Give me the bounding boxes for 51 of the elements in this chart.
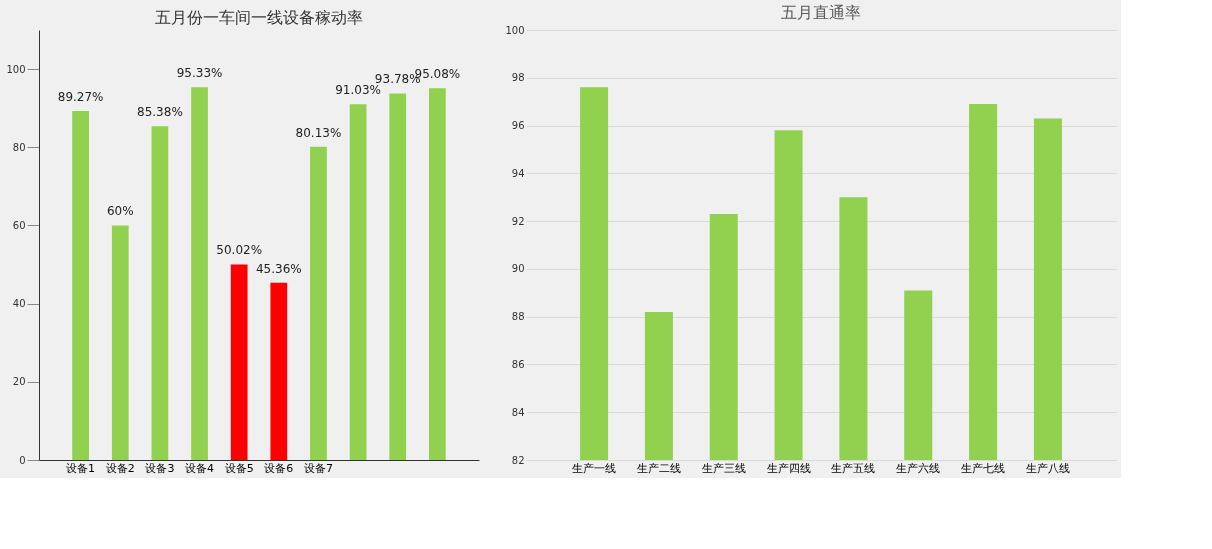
- chart-title: 五月份一车间一线设备稼动率: [155, 8, 363, 27]
- bar: [111, 225, 129, 460]
- data-label: 95.33%: [176, 66, 223, 81]
- bar: [310, 146, 327, 460]
- x-tick-label: 生产八线: [1025, 461, 1070, 475]
- y-tick-label: 100: [505, 24, 525, 36]
- x-tick-label: 设备6: [264, 461, 294, 475]
- y-tick-label: 20: [12, 376, 26, 388]
- x-tick-label: 生产三线: [701, 461, 746, 475]
- bar: [270, 282, 288, 460]
- x-tick-label: 设备2: [105, 461, 135, 475]
- y-tick-label: 92: [511, 215, 525, 227]
- bar: [349, 104, 367, 460]
- x-tick-label: 生产二线: [636, 461, 681, 475]
- y-tick-label: 60: [12, 219, 26, 231]
- data-label: 50.02%: [216, 243, 263, 258]
- x-tick-label: 生产一线: [572, 461, 617, 475]
- y-tick-label: 98: [511, 72, 525, 84]
- x-tick-label: 设备7: [303, 461, 333, 475]
- bar: [429, 88, 446, 460]
- y-tick-label: 96: [511, 120, 525, 132]
- data-label: 60%: [106, 204, 134, 219]
- x-tick-label: 设备4: [185, 461, 215, 475]
- x-tick-label: 生产五线: [831, 461, 876, 475]
- y-tick-label: 82: [511, 454, 525, 466]
- y-tick-label: 90: [511, 263, 525, 275]
- x-tick-label: 生产四线: [766, 461, 811, 475]
- y-tick-label: 80: [12, 141, 26, 153]
- x-tick-label: 设备1: [66, 461, 96, 475]
- y-tick-label: 0: [19, 454, 26, 466]
- y-tick-label: 86: [511, 358, 525, 370]
- data-label: 85.38%: [137, 105, 183, 120]
- bar: [72, 111, 89, 460]
- bar: [151, 126, 169, 460]
- data-label: 80.13%: [295, 125, 342, 140]
- chart-title: 五月直通率: [781, 3, 861, 22]
- y-tick-label: 100: [6, 63, 26, 75]
- bar: [191, 87, 208, 460]
- data-label: 45.36%: [255, 261, 302, 276]
- y-tick-label: 94: [511, 167, 525, 179]
- data-label: 89.27%: [57, 90, 104, 105]
- y-tick-label: 40: [12, 298, 26, 310]
- bar: [389, 93, 407, 460]
- y-tick-label: 88: [511, 311, 525, 323]
- x-tick-label: 生产七线: [961, 461, 1006, 475]
- x-tick-label: 设备3: [145, 461, 175, 475]
- data-label: 91.03%: [335, 83, 381, 98]
- x-tick-label: 设备5: [224, 461, 254, 475]
- x-tick-label: 生产六线: [896, 461, 941, 475]
- y-tick-label: 84: [511, 406, 525, 418]
- bar: [230, 264, 248, 460]
